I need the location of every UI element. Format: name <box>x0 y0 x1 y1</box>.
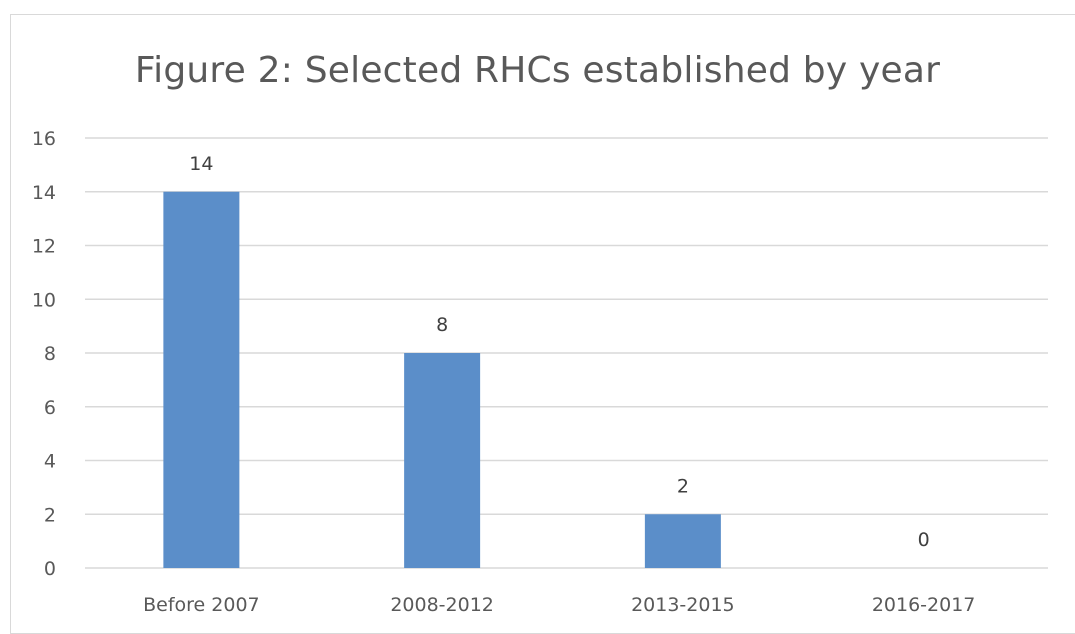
bar <box>404 353 481 568</box>
x-category-label: 2016-2017 <box>872 594 976 616</box>
y-tick-label: 2 <box>44 504 56 526</box>
y-tick-label: 4 <box>44 451 56 473</box>
y-axis-tick-labels: 0 2 4 6 8 10 12 14 16 <box>32 128 56 580</box>
x-category-label: Before 2007 <box>143 594 260 616</box>
x-category-label: 2013-2015 <box>631 594 735 616</box>
y-tick-label: 16 <box>32 128 56 150</box>
bars <box>163 191 721 568</box>
bar <box>644 514 721 568</box>
data-labels: 14 8 2 0 <box>189 153 929 551</box>
chart-title: Figure 2: Selected RHCs established by y… <box>134 50 941 91</box>
y-tick-label: 0 <box>44 558 56 580</box>
data-label: 2 <box>677 475 689 497</box>
data-label: 14 <box>189 153 213 175</box>
bar <box>163 191 240 568</box>
x-axis-category-labels: Before 2007 2008-2012 2013-2015 2016-2017 <box>143 594 975 616</box>
y-tick-label: 10 <box>32 289 56 311</box>
x-category-label: 2008-2012 <box>390 594 494 616</box>
data-label: 0 <box>918 529 930 551</box>
y-tick-label: 12 <box>32 236 56 258</box>
data-label: 8 <box>436 314 448 336</box>
gridlines <box>85 137 1048 569</box>
y-tick-label: 14 <box>32 182 56 204</box>
y-tick-label: 8 <box>44 343 56 365</box>
y-tick-label: 6 <box>44 397 56 419</box>
